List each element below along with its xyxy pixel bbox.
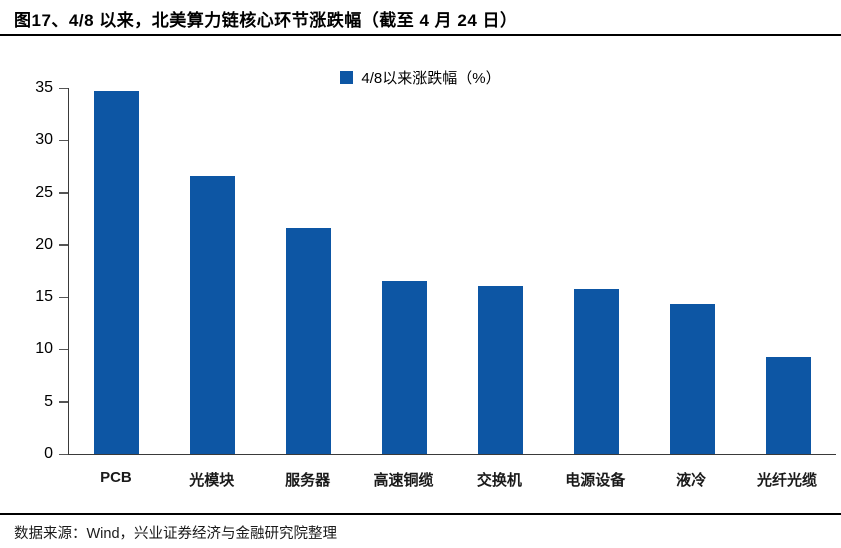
y-axis-tick-label: 30 <box>35 131 53 149</box>
bar <box>94 91 140 454</box>
legend-swatch <box>340 71 354 84</box>
y-axis-tick <box>59 453 68 455</box>
x-axis-label: 交换机 <box>476 472 522 489</box>
data-source-text: 数据来源：Wind，兴业证券经济与金融研究院整理 <box>14 526 338 542</box>
bar-slot <box>644 88 740 454</box>
y-axis-tick <box>59 296 68 299</box>
figure-title: 图17、4/8 以来，北美算力链核心环节涨跌幅（截至 4 月 24 日） <box>14 11 518 30</box>
x-axis-label: 高速铜缆 <box>373 472 434 489</box>
y-axis-tick <box>59 139 68 142</box>
bars <box>69 88 836 454</box>
bar <box>573 288 619 454</box>
footer-divider-rule <box>0 513 841 515</box>
y-axis-tick <box>59 244 68 246</box>
legend: 4/8以来涨跌幅（%） <box>0 67 841 88</box>
y-axis-tick <box>59 192 68 194</box>
bar <box>286 228 332 454</box>
bar <box>190 175 236 454</box>
x-axis-label: 液冷 <box>676 472 707 489</box>
bar-slot <box>453 88 549 454</box>
y-axis-tick-label: 10 <box>35 340 53 358</box>
y-axis-tick-label: 5 <box>44 392 53 410</box>
x-axis-labels: PCB 光模块 服务器 高速铜缆 交换机 电源设备 液冷 光纤光缆 <box>68 456 835 490</box>
bar-slot <box>548 88 644 454</box>
y-axis-tick <box>59 348 68 351</box>
y-axis-tick-label: 35 <box>35 79 53 96</box>
y-axis-tick-label: 15 <box>35 288 53 306</box>
legend-label: 4/8以来涨跌幅（%） <box>361 70 501 87</box>
y-axis-tick <box>59 87 68 89</box>
title-divider-rule <box>0 34 841 36</box>
x-axis-label: PCB <box>100 469 132 486</box>
y-axis-tick-label: 25 <box>35 183 53 201</box>
x-axis-label: 光模块 <box>189 472 235 489</box>
bar-slot <box>740 88 836 454</box>
bar <box>765 356 811 454</box>
bar <box>477 285 523 454</box>
bar-slot <box>261 88 357 454</box>
bar-slot <box>69 88 165 454</box>
plot-area: 0 5 10 15 20 25 30 35 <box>35 79 836 462</box>
x-axis-label: 电源设备 <box>565 472 626 489</box>
y-axis-tick-label: 0 <box>44 445 53 462</box>
x-axis-label: 光纤光缆 <box>757 472 818 489</box>
bar-slot <box>357 88 453 454</box>
y-axis-tick <box>59 401 68 403</box>
bar-slot <box>165 88 261 454</box>
bar <box>382 281 428 454</box>
bar <box>669 304 715 454</box>
x-axis-label: 服务器 <box>285 472 331 489</box>
y-axis-tick-label: 20 <box>35 235 53 253</box>
